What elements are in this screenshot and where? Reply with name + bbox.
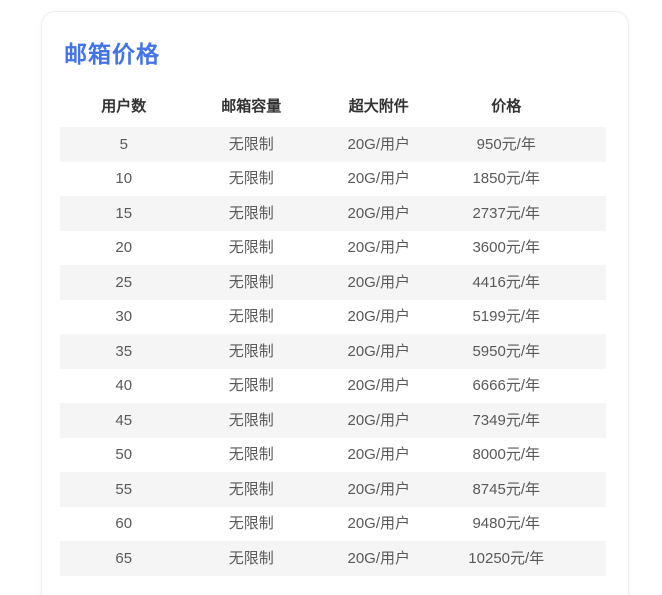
table-cell: 9480元/年	[472, 515, 541, 533]
table-cell: 5950元/年	[472, 342, 541, 360]
table-cell: 20G/用户	[347, 377, 411, 395]
table-cell: 8745元/年	[472, 480, 541, 498]
table-row: 20 无限制 20G/用户 3600元/年	[60, 231, 606, 266]
table-cell: 60	[115, 515, 133, 533]
table-cell: 2737元/年	[472, 204, 541, 222]
table-cell: 20G/用户	[347, 480, 411, 498]
table-cell: 无限制	[228, 411, 274, 429]
table-cell: 30	[115, 308, 133, 326]
table-row: 5 无限制 20G/用户 950元/年	[60, 127, 606, 162]
table-row: 30 无限制 20G/用户 5199元/年	[60, 300, 606, 335]
table-cell: 3600元/年	[472, 239, 541, 257]
table-row: 60 无限制 20G/用户 9480元/年	[60, 507, 606, 542]
table-cell: 无限制	[228, 170, 274, 188]
table-cell: 10250元/年	[468, 549, 545, 567]
table-cell: 4416元/年	[472, 273, 541, 291]
table-cell: 20G/用户	[347, 239, 411, 257]
table-cell: 无限制	[228, 135, 274, 153]
table-cell: 无限制	[228, 446, 274, 464]
table-row: 15 无限制 20G/用户 2737元/年	[60, 196, 606, 231]
column-header: 价格	[491, 97, 522, 115]
table-row: 65 无限制 20G/用户 10250元/年	[60, 541, 606, 576]
table-cell: 无限制	[228, 273, 274, 291]
table-cell: 无限制	[228, 480, 274, 498]
table-row: 45 无限制 20G/用户 7349元/年	[60, 403, 606, 438]
table-cell: 1850元/年	[472, 170, 541, 188]
table-row: 25 无限制 20G/用户 4416元/年	[60, 265, 606, 300]
table-cell: 35	[115, 342, 133, 360]
table-cell: 8000元/年	[472, 446, 541, 464]
table-cell: 无限制	[228, 515, 274, 533]
table-header-row: 用户数 邮箱容量 超大附件 价格	[60, 85, 606, 127]
table-cell: 无限制	[228, 549, 274, 567]
table-cell: 45	[115, 411, 133, 429]
table-cell: 无限制	[228, 204, 274, 222]
table-cell: 40	[115, 377, 133, 395]
pricing-table: 用户数 邮箱容量 超大附件 价格 5 无限制 20G/用户 950元/年 10 无限制 20G/用…	[60, 85, 606, 576]
page-title: 邮箱价格	[64, 41, 160, 67]
table-cell: 20G/用户	[347, 411, 411, 429]
table-cell: 20G/用户	[347, 204, 411, 222]
table-cell: 20G/用户	[347, 515, 411, 533]
table-cell: 55	[115, 480, 133, 498]
column-header: 用户数	[101, 97, 147, 115]
table-cell: 20G/用户	[347, 135, 411, 153]
table-cell: 10	[115, 170, 133, 188]
table-cell: 5199元/年	[472, 308, 541, 326]
table-row: 55 无限制 20G/用户 8745元/年	[60, 472, 606, 507]
table-cell: 20G/用户	[347, 342, 411, 360]
table-cell: 无限制	[228, 377, 274, 395]
table-cell: 20G/用户	[347, 549, 411, 567]
table-cell: 无限制	[228, 239, 274, 257]
table-cell: 20G/用户	[347, 308, 411, 326]
table-cell: 无限制	[228, 308, 274, 326]
table-cell: 20G/用户	[347, 273, 411, 291]
pricing-card: 邮箱价格 用户数 邮箱容量 超大附件 价格 5 无限制 20G/用户 950元/年 10 无限制…	[41, 11, 629, 595]
table-cell: 6666元/年	[472, 377, 541, 395]
table-cell: 20	[115, 239, 133, 257]
table-cell: 50	[115, 446, 133, 464]
table-cell: 65	[115, 549, 133, 567]
table-body: 5 无限制 20G/用户 950元/年 10 无限制 20G/用户 1850元/年 15 无限制 2…	[60, 127, 606, 576]
table-cell: 25	[115, 273, 133, 291]
table-row: 35 无限制 20G/用户 5950元/年	[60, 334, 606, 369]
table-row: 10 无限制 20G/用户 1850元/年	[60, 162, 606, 197]
table-row: 40 无限制 20G/用户 6666元/年	[60, 369, 606, 404]
column-header: 邮箱容量	[221, 97, 282, 115]
table-cell: 7349元/年	[472, 411, 541, 429]
table-cell: 15	[115, 204, 133, 222]
table-cell: 5	[119, 135, 128, 153]
table-cell: 无限制	[228, 342, 274, 360]
table-cell: 20G/用户	[347, 170, 411, 188]
column-header: 超大附件	[348, 97, 409, 115]
table-cell: 950元/年	[476, 135, 536, 153]
table-cell: 20G/用户	[347, 446, 411, 464]
table-row: 50 无限制 20G/用户 8000元/年	[60, 438, 606, 473]
